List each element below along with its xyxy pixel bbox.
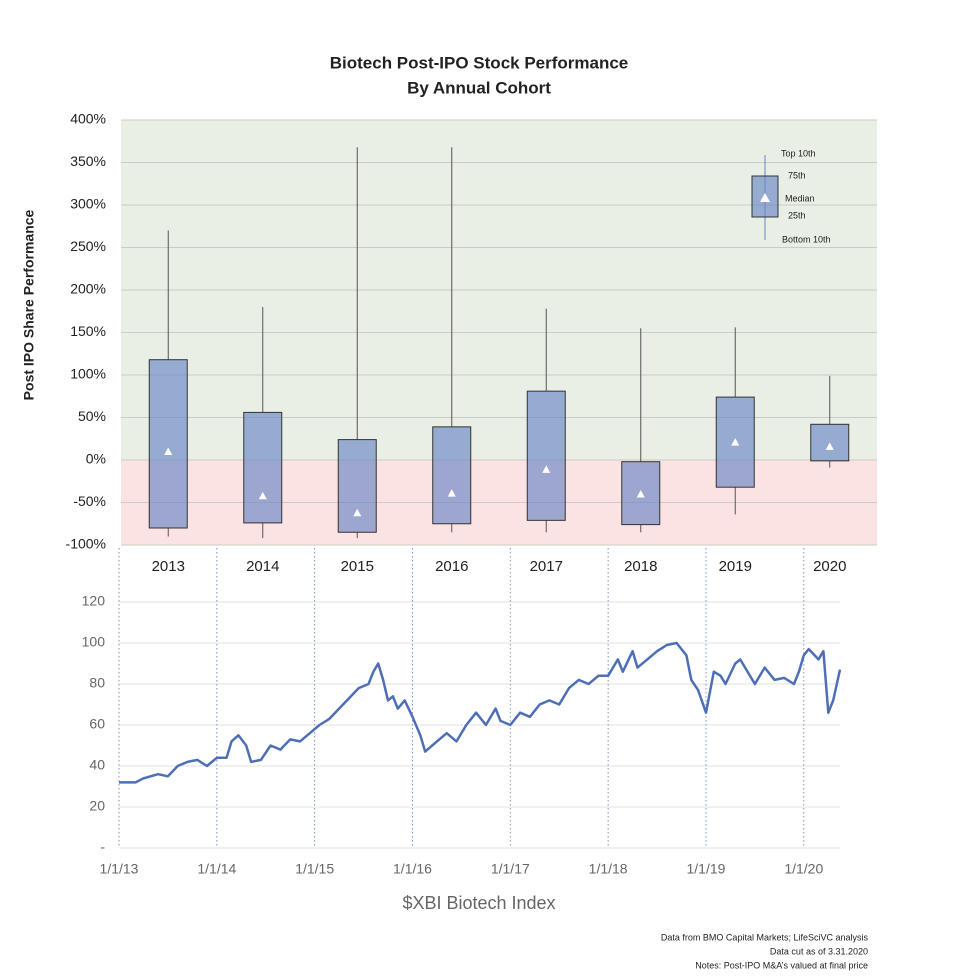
- x-tick-label: 2015: [341, 558, 374, 575]
- median-marker: [636, 490, 645, 498]
- y-axis-label: Post IPO Share Performance: [21, 209, 37, 400]
- y-tick-label: 350%: [70, 153, 106, 169]
- median-marker: [447, 489, 456, 497]
- footnote: Notes: Post-IPO M&A’s valued at final pr…: [695, 960, 868, 970]
- legend-median: [760, 193, 770, 202]
- x-tick-label: 1/1/20: [784, 861, 823, 877]
- x-tick-label: 1/1/16: [393, 861, 432, 877]
- y-tick-label: -50%: [73, 493, 106, 509]
- y-tick-label: 150%: [70, 323, 106, 339]
- box: [432, 426, 472, 525]
- x-tick-label: 2014: [246, 558, 279, 575]
- median-marker: [258, 491, 267, 500]
- x-tick-label: 2017: [530, 558, 563, 575]
- y-tick-label: 200%: [70, 281, 106, 297]
- legend-label: 75th: [788, 170, 806, 180]
- y-tick-label: 40: [89, 757, 105, 773]
- x-tick-label: 1/1/15: [295, 861, 334, 877]
- y-tick-label: -: [100, 839, 105, 855]
- legend-label: Median: [785, 193, 815, 203]
- x-tick-label: 1/1/14: [197, 861, 236, 877]
- box: [526, 390, 566, 521]
- x-tick-label: 2019: [719, 558, 752, 575]
- y-tick-label: 20: [89, 798, 105, 814]
- y-tick-label: 400%: [70, 111, 106, 127]
- x-tick-label: 1/1/18: [589, 861, 628, 877]
- y-tick-label: 100: [82, 634, 106, 650]
- median-marker: [825, 442, 834, 450]
- legend-label: Top 10th: [781, 148, 816, 158]
- y-tick-label: 100%: [70, 366, 106, 382]
- box: [243, 411, 283, 524]
- chart-subtitle: By Annual Cohort: [407, 78, 551, 97]
- y-tick-label: 80: [89, 675, 105, 691]
- box: [148, 359, 188, 529]
- x-tick-label: 2020: [813, 558, 846, 575]
- median-marker: [353, 508, 362, 517]
- x-tick-label: 2016: [435, 558, 468, 575]
- chart-title: Biotech Post-IPO Stock Performance: [330, 53, 629, 72]
- legend-label: Bottom 10th: [782, 234, 831, 244]
- x-tick-label: 2013: [152, 558, 185, 575]
- x-tick-label: 2018: [624, 558, 657, 575]
- x-tick-label: 1/1/19: [687, 861, 726, 877]
- footnote: Data from BMO Capital Markets; LifeSciVC…: [661, 932, 869, 942]
- y-tick-label: 50%: [78, 408, 106, 424]
- median-marker: [164, 447, 173, 455]
- median-marker: [731, 438, 740, 446]
- x-axis-label: $XBI Biotech Index: [402, 893, 555, 913]
- box: [337, 439, 377, 533]
- y-tick-label: 60: [89, 716, 105, 732]
- y-tick-label: 0%: [86, 451, 106, 467]
- line: [119, 641, 842, 784]
- x-tick-label: 1/1/17: [491, 861, 530, 877]
- x-tick-label: 1/1/13: [100, 861, 139, 877]
- median-marker: [542, 465, 551, 473]
- y-tick-label: 120: [82, 593, 106, 609]
- y-tick-label: -100%: [66, 536, 106, 552]
- y-tick-label: 300%: [70, 196, 106, 212]
- footnote: Data cut as of 3.31.2020: [770, 946, 868, 956]
- y-tick-label: 250%: [70, 238, 106, 254]
- legend-label: 25th: [788, 210, 806, 220]
